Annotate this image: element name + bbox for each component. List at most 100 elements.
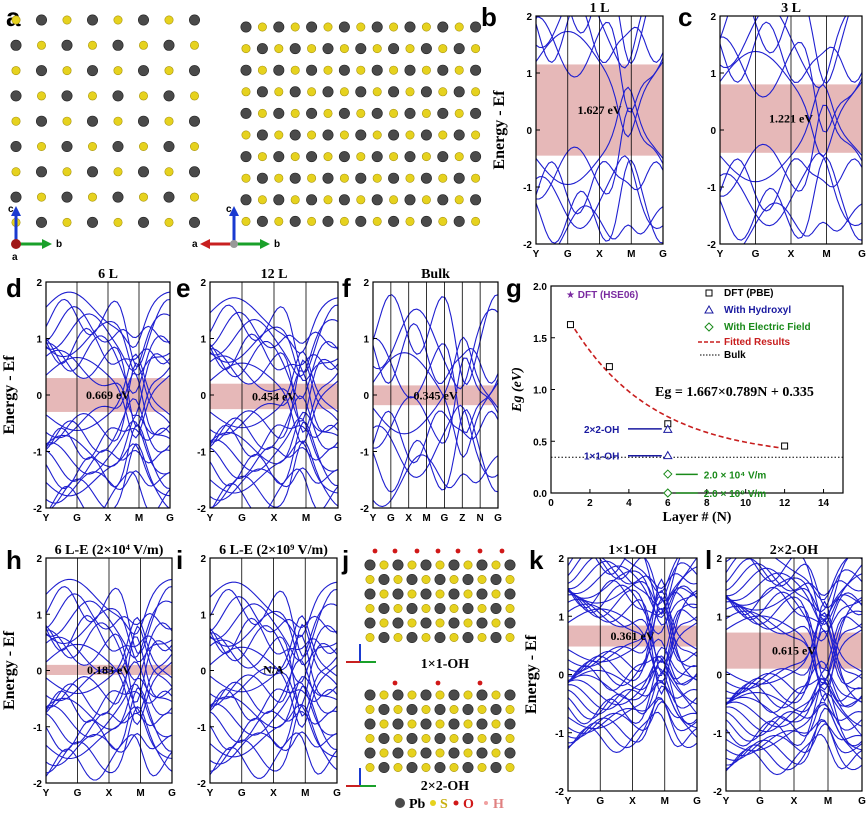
s-atom [36,91,46,101]
y-tick-label: 0 [363,391,369,402]
kpoint-label: G [693,796,701,807]
s-atom [477,574,487,584]
s-atom [421,704,431,714]
s-atom [339,87,349,97]
pb-atom [434,703,446,715]
y-tick-label: -1 [707,183,716,194]
pb-atom [355,43,367,55]
s-atom [36,142,46,152]
pb-atom [378,703,390,715]
pb-atom [289,215,301,227]
x-tick-label: 4 [626,498,632,509]
pb-atom [322,129,334,141]
s-atom [421,195,431,205]
legend-pbe: DFT (PBE) [724,288,773,299]
pb-atom [240,151,252,163]
kpoint-label: Y [43,513,50,524]
pb-atom [462,631,474,643]
pb-atom [392,689,404,701]
y-tick-label: 1 [710,69,716,80]
pb-swatch [395,798,405,808]
pb-atom [371,21,383,33]
s-atom [139,142,149,152]
pb-atom [388,43,400,55]
kpoint-label: M [824,796,832,807]
s-atom [435,748,445,758]
x-tick-label: 6 [665,498,671,509]
s-atom [11,66,21,76]
legend-bulk: Bulk [724,350,746,361]
s-atom [62,15,72,25]
kpoint-label: X [105,513,112,524]
s-atom [393,733,403,743]
panel-letter-i: i [176,545,183,575]
x-axis-label: Layer # (N) [663,510,732,525]
s-atom [164,116,174,126]
s-atom [139,40,149,50]
pb-atom [87,14,99,26]
panel-letter-k: k [529,545,544,575]
pb-atom [35,166,47,178]
pb-atom [189,166,201,178]
y-tick-label: 0 [526,126,532,137]
pb-atom [322,86,334,98]
pb-atom [476,617,488,629]
pb-atom [470,64,482,76]
band-line [373,337,498,434]
y-tick-label: 0 [36,391,42,402]
s-atom [88,40,98,50]
y-tick-label: 1 [36,335,42,346]
s-atom [449,603,459,613]
pb-atom [338,151,350,163]
s-atom [454,65,464,75]
data-point-square [781,442,789,450]
pb-atom [273,151,285,163]
kpoint-label: X [106,788,113,799]
band-line [373,454,498,508]
pb-atom [273,21,285,33]
y-tick-label: 2 [36,278,42,289]
pb-atom [476,588,488,600]
kpoint-label: X [791,796,798,807]
s-atom [463,719,473,729]
y-tick-label: -2 [707,240,716,251]
s-atom [274,216,284,226]
pb-atom [322,215,334,227]
s-atom [365,762,375,772]
pb-atom [406,703,418,715]
legend-pb: Pb [409,797,426,812]
axis-c: c [226,204,232,215]
s-atom [438,87,448,97]
pb-atom [138,166,150,178]
pb-atom [87,65,99,77]
s-atom [463,618,473,628]
s-atom [62,116,72,126]
pb-atom [406,573,418,585]
band-panel-k: Y G X M G 2 1 0 -1 -2 1×1-OH 0.361 eV Energy - Ef [523,543,701,807]
y-tick-label: 2 [710,12,716,23]
s-atom [421,762,431,772]
y-tick-label: -2 [713,787,722,798]
kpoint-label: G [168,788,176,799]
y-axis-label: Energy - Ef [523,634,540,714]
pb-atom [448,559,460,571]
pb-atom [322,43,334,55]
gap-value: 0.345 eV [414,388,458,402]
pb-atom [504,588,516,600]
pb-atom [273,194,285,206]
s-atom [307,216,317,226]
pb-atom [189,65,201,77]
s-atom [471,44,481,54]
fit-formula: Eg = 1.667×0.789N + 0.335 [655,385,814,400]
s-atom [405,130,415,140]
pb-atom [10,141,22,153]
s-atom [274,87,284,97]
s-atom [471,173,481,183]
pb-atom [61,191,73,203]
pb-atom [448,718,460,730]
pb-atom [240,64,252,76]
o-swatch [453,800,459,806]
pb-atom [35,14,47,26]
legend-h: H [493,797,504,812]
data-point-diamond [663,469,673,479]
